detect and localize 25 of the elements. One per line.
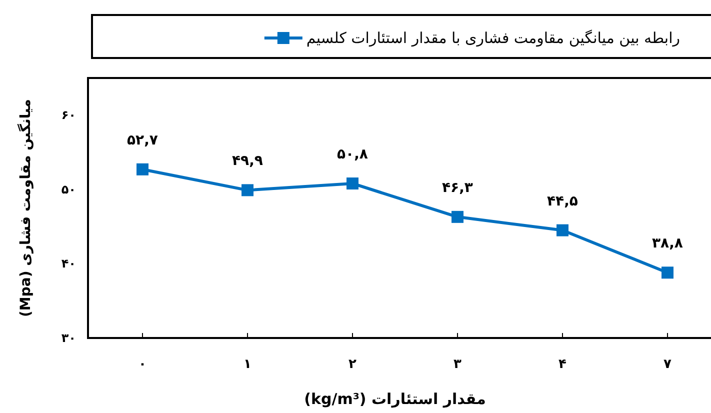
point [662, 266, 674, 279]
x-tick-label: ۱ [244, 357, 252, 372]
y-tick-label: ۴۰ [61, 256, 76, 271]
y-axis-title: میانگین مقاومت فشاری (Mpa) [17, 99, 34, 317]
data-label: ۳۸,۸ [652, 236, 684, 252]
point [556, 224, 568, 236]
x-axis-title: مقدار استئارات (kg/m³) [304, 390, 486, 408]
y-tick-label: ۳۰ [61, 331, 76, 345]
x-tick-label: ۰ [138, 357, 146, 372]
x-tick-label: ۳ [454, 357, 462, 372]
point [346, 177, 358, 190]
y-tick-label: ۵۰ [61, 182, 76, 196]
data-label: ۵۰,۸ [337, 146, 368, 162]
point [136, 163, 148, 176]
y-tick-label: ۶۰ [61, 108, 76, 122]
x-tick-label: ۷ [664, 357, 672, 372]
data-label: ۴۹,۹ [232, 153, 264, 170]
data-label: ۴۴,۵ [547, 193, 578, 210]
x-tick-label: ۴ [558, 357, 567, 372]
data-label: ۵۲,۷ [127, 132, 158, 148]
x-tick-label: ۲ [348, 357, 357, 372]
data-label: ۴۶,۳ [442, 180, 474, 196]
legend-label: رابطه بین میانگین مقاومت فشاری با مقدار استئارات کلسیم [306, 29, 680, 47]
point [242, 184, 254, 196]
point [452, 210, 464, 223]
